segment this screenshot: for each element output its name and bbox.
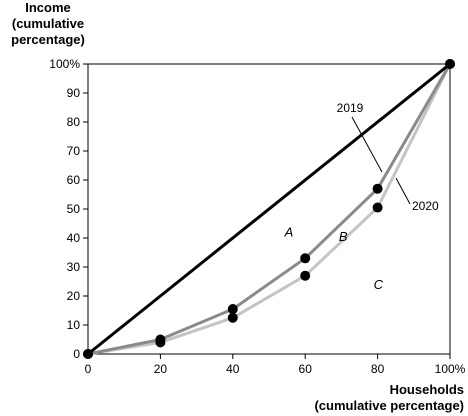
series-label-leader: [395, 177, 411, 205]
y-tick-label: 60: [67, 173, 81, 187]
chart-labels: 2019 2020 A B C: [284, 101, 439, 292]
data-point-2020: [83, 349, 93, 359]
y-axis-title-line: percentage): [11, 32, 85, 47]
equality-line: [87, 62, 451, 356]
y-tick-label: 30: [67, 260, 81, 274]
data-points: [83, 59, 455, 359]
series-label-leader: [351, 116, 383, 173]
series-label-2019: 2019: [337, 101, 364, 115]
x-tick-label: 100%: [435, 362, 466, 376]
x-tick-label: 80: [371, 362, 385, 376]
area-label-a: A: [284, 225, 294, 240]
data-point-2020: [445, 59, 455, 69]
y-axis-title: Income (cumulative percentage): [0, 0, 96, 48]
x-axis-title-line: (cumulative percentage): [314, 398, 464, 413]
series-line-2019: [87, 63, 452, 356]
y-tick-label: 80: [67, 115, 81, 129]
series-label-2020: 2020: [412, 199, 439, 213]
x-axis-title: Households (cumulative percentage): [314, 382, 464, 414]
y-axis-title-line: (cumulative: [11, 16, 85, 31]
x-axis-title-line: Households: [389, 382, 464, 397]
data-point-2020: [155, 337, 166, 348]
y-axis-title-line: Income: [25, 0, 71, 15]
series-lines: [87, 62, 452, 356]
data-point-2020: [227, 312, 238, 323]
x-tick-label: 60: [299, 362, 313, 376]
y-tick-label: 90: [67, 86, 81, 100]
data-point-2019: [227, 304, 238, 315]
y-tick-label: 70: [67, 144, 81, 158]
y-tick-label: 20: [67, 289, 81, 303]
y-tick-label: 50: [67, 202, 81, 216]
area-label-c: C: [374, 277, 384, 292]
data-point-2019: [300, 253, 311, 264]
y-tick-label: 0: [73, 347, 80, 361]
axis-ticks: 0 10 20 30 40 50 60 70 80 90 100% 0 20 40 60 80 100%: [49, 57, 465, 376]
area-label-b: B: [339, 229, 348, 244]
x-tick-label: 40: [226, 362, 240, 376]
data-point-2020: [300, 270, 311, 281]
data-point-2019: [372, 183, 383, 194]
y-tick-label: 100%: [49, 57, 80, 71]
x-tick-label: 0: [85, 362, 92, 376]
data-point-2020: [372, 202, 383, 213]
x-tick-label: 20: [154, 362, 168, 376]
y-tick-label: 40: [67, 231, 81, 245]
y-tick-label: 10: [67, 318, 81, 332]
series-line-2020: [87, 63, 452, 356]
